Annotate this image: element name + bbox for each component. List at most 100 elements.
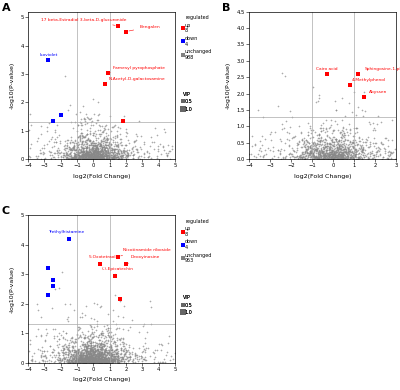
Point <box>316 131 323 138</box>
Point <box>105 332 112 338</box>
Point <box>94 357 100 363</box>
Point <box>360 154 367 161</box>
Point <box>103 357 110 363</box>
Point <box>28 141 34 147</box>
Point <box>94 350 100 356</box>
Point <box>77 144 84 150</box>
Point <box>88 142 95 148</box>
Point <box>79 353 86 359</box>
Point <box>94 150 100 156</box>
Point <box>310 156 316 162</box>
Point <box>93 135 100 141</box>
Point <box>118 136 124 142</box>
Point <box>95 152 102 158</box>
Point <box>86 354 93 360</box>
Point <box>75 122 82 128</box>
Point <box>86 338 92 344</box>
Point <box>114 128 120 134</box>
Point <box>93 356 99 362</box>
Point <box>80 358 87 365</box>
Point <box>115 353 122 359</box>
Point <box>331 154 338 160</box>
Point <box>104 153 110 160</box>
Point <box>81 356 87 362</box>
Point <box>326 147 332 153</box>
Point <box>328 148 335 154</box>
Point <box>65 156 72 162</box>
Point <box>88 358 94 365</box>
Point <box>94 352 100 358</box>
Point <box>339 149 346 155</box>
Point <box>356 134 362 140</box>
Point <box>96 153 102 159</box>
Point <box>126 147 132 153</box>
Point <box>126 357 132 363</box>
Point <box>331 139 338 145</box>
Point <box>83 150 90 156</box>
Point <box>102 356 108 363</box>
Point <box>99 356 105 362</box>
Point <box>88 151 94 157</box>
Point <box>110 358 116 364</box>
Point <box>91 346 97 352</box>
Point <box>315 154 322 160</box>
Point <box>102 354 108 360</box>
Point <box>107 142 114 148</box>
Point <box>306 151 313 158</box>
Point <box>334 141 340 147</box>
Point <box>113 150 120 156</box>
Point <box>101 354 108 360</box>
Point <box>328 117 334 123</box>
Point <box>68 134 74 140</box>
Point <box>86 136 92 143</box>
Point <box>308 142 314 149</box>
Point <box>363 142 370 149</box>
Point <box>335 138 341 144</box>
Point <box>93 353 100 359</box>
Point <box>44 358 51 364</box>
Point <box>89 151 95 157</box>
Point <box>62 144 69 151</box>
Point <box>342 148 349 154</box>
Point <box>68 358 74 365</box>
Point <box>103 155 109 161</box>
Point <box>343 149 350 155</box>
Point <box>68 358 74 364</box>
Point <box>87 148 93 154</box>
Point <box>107 149 113 156</box>
Point <box>317 141 323 147</box>
Point <box>116 150 123 156</box>
Point <box>287 154 294 161</box>
Point <box>105 325 111 332</box>
Point <box>123 349 129 355</box>
Point <box>92 150 98 156</box>
Point <box>47 149 53 155</box>
Point <box>315 155 321 161</box>
Point <box>91 154 98 161</box>
Point <box>321 152 328 158</box>
Point <box>318 154 324 160</box>
Point <box>78 145 85 151</box>
Point <box>342 149 349 155</box>
Point <box>96 358 102 364</box>
Point <box>340 150 346 156</box>
Point <box>320 155 326 161</box>
Point <box>74 346 81 353</box>
Point <box>125 357 131 363</box>
Point <box>319 148 325 154</box>
Point <box>66 147 73 153</box>
Point <box>101 138 107 144</box>
Point <box>161 147 168 153</box>
Point <box>89 154 95 161</box>
Point <box>370 127 376 133</box>
Point <box>76 141 82 147</box>
Point <box>94 153 101 159</box>
Point <box>87 358 94 364</box>
Point <box>91 154 98 160</box>
Point <box>78 349 85 355</box>
Point <box>301 135 307 142</box>
Point <box>332 151 338 157</box>
Point <box>307 135 313 141</box>
Point <box>74 143 80 149</box>
Point <box>78 351 85 357</box>
